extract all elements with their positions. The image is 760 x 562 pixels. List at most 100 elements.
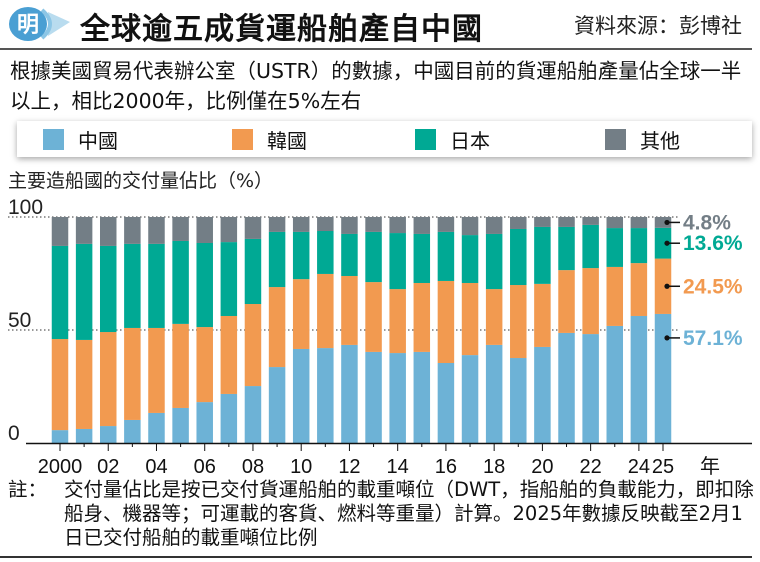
bar-2008-china bbox=[244, 386, 262, 443]
bar-2013-korea bbox=[365, 282, 382, 352]
bar-2003-china bbox=[124, 419, 141, 443]
bar-2000-others bbox=[51, 217, 69, 246]
bar-2023-japan bbox=[606, 228, 624, 267]
bar-2006-others bbox=[196, 217, 213, 243]
bar-2010-korea bbox=[292, 279, 310, 349]
bar-2004-china bbox=[148, 412, 165, 443]
header-divider bbox=[0, 48, 752, 50]
bar-2017-korea bbox=[461, 282, 479, 356]
bar-2015-others bbox=[413, 217, 431, 234]
bar-2005-japan bbox=[172, 240, 189, 324]
bar-2021-korea bbox=[558, 270, 575, 333]
bar-2006-japan bbox=[196, 242, 213, 328]
bar-2009-others bbox=[268, 217, 286, 232]
annotation-label-日本: 13.6% bbox=[683, 232, 743, 255]
x-tick-label-2004: 04 bbox=[145, 456, 167, 475]
bar-2000-china bbox=[51, 430, 69, 443]
footnote: 註： 交付量佔比是按已交付貨運船舶的載重噸位（DWT，指船舶的負載能力，即扣除船… bbox=[8, 478, 756, 550]
x-tick-label-2014: 14 bbox=[387, 456, 409, 475]
bar-2012-others bbox=[341, 217, 358, 234]
bar-2009-china bbox=[268, 367, 286, 443]
bar-2004-korea bbox=[148, 327, 165, 413]
bar-2007-china bbox=[220, 393, 238, 443]
bar-2023-china bbox=[606, 325, 624, 443]
bar-2022-korea bbox=[582, 268, 599, 335]
bar-2010-china bbox=[292, 348, 310, 443]
bar-2023-others bbox=[606, 217, 624, 229]
chart-legend: 中國 韓國 日本 其他 bbox=[17, 121, 752, 157]
bar-2004-others bbox=[148, 217, 165, 244]
x-tick-label-2006: 06 bbox=[194, 456, 216, 475]
x-tick-label-2012: 12 bbox=[338, 456, 360, 475]
bar-2012-japan bbox=[341, 233, 358, 276]
bar-2005-korea bbox=[172, 323, 189, 408]
bar-2012-china bbox=[341, 344, 358, 443]
bar-2003-others bbox=[124, 217, 141, 244]
bar-2007-others bbox=[220, 217, 238, 243]
bar-2002-japan bbox=[99, 245, 117, 333]
legend-item-japan: 日本 bbox=[415, 121, 490, 157]
x-tick-label-2020: 20 bbox=[531, 456, 553, 475]
legend-label-china: 中國 bbox=[78, 128, 118, 153]
stacked-bar-chart: 0 50 100 2000 02 04 06 08 10 12 14 16 18 20 22 24 25 年 4… bbox=[8, 196, 752, 475]
bars bbox=[51, 217, 672, 443]
bar-2020-korea bbox=[534, 283, 551, 347]
bar-2019-japan bbox=[510, 228, 527, 286]
bar-2019-korea bbox=[510, 285, 527, 359]
x-axis bbox=[26, 442, 752, 451]
bar-2025-china bbox=[654, 313, 672, 443]
x-tick-label-2018: 18 bbox=[483, 456, 505, 475]
bar-2023-korea bbox=[606, 266, 624, 326]
bar-2013-japan bbox=[365, 231, 382, 283]
bar-2010-others bbox=[292, 217, 310, 232]
footer-divider bbox=[0, 556, 752, 558]
bar-2017-japan bbox=[461, 235, 479, 283]
x-tick-label-2010: 10 bbox=[290, 456, 312, 475]
footnote-text: 交付量佔比是按已交付貨運船舶的載重噸位（DWT，指船舶的負載能力，即扣除船身、機… bbox=[64, 478, 754, 549]
bar-2011-japan bbox=[317, 231, 334, 274]
bar-2008-others bbox=[244, 217, 262, 239]
bar-2008-japan bbox=[244, 238, 262, 305]
bar-2003-japan bbox=[124, 243, 141, 328]
bar-2018-others bbox=[485, 217, 503, 234]
bar-2003-korea bbox=[124, 327, 141, 420]
bar-2022-japan bbox=[582, 224, 599, 269]
legend-swatch-china bbox=[43, 128, 64, 150]
bar-2024-korea bbox=[630, 263, 648, 316]
bar-2011-china bbox=[317, 348, 334, 443]
x-tick-label-2000: 2000 bbox=[38, 456, 83, 475]
x-axis-unit-label: 年 bbox=[700, 454, 720, 475]
bar-2014-korea bbox=[389, 289, 406, 354]
bar-2018-korea bbox=[485, 289, 503, 345]
bar-2007-japan bbox=[220, 242, 238, 316]
bar-2021-japan bbox=[558, 226, 575, 271]
bar-2010-japan bbox=[292, 231, 310, 280]
x-tick-label-2016: 16 bbox=[435, 456, 457, 475]
bar-2006-korea bbox=[196, 327, 213, 403]
bar-2008-korea bbox=[244, 304, 262, 387]
bar-2016-japan bbox=[437, 231, 455, 281]
bar-2022-china bbox=[582, 334, 599, 443]
bar-2004-japan bbox=[148, 243, 165, 328]
bar-2015-korea bbox=[413, 282, 431, 352]
bar-2019-others bbox=[510, 217, 527, 229]
bar-2000-japan bbox=[51, 245, 69, 340]
legend-label-others: 其他 bbox=[640, 128, 680, 153]
bar-2013-others bbox=[365, 217, 382, 232]
bar-2005-others bbox=[172, 217, 189, 241]
bar-2024-china bbox=[630, 315, 648, 443]
bar-2016-korea bbox=[437, 280, 455, 363]
x-tick-label-2024: 24 bbox=[628, 456, 650, 475]
y-tick-label-0: 0 bbox=[8, 422, 20, 445]
x-tick-labels: 2000 02 04 06 08 10 12 14 16 18 20 22 24 25 年 bbox=[38, 454, 720, 475]
bar-2018-china bbox=[485, 344, 503, 443]
bar-2005-china bbox=[172, 407, 189, 443]
annotation-label-其他: 4.8% bbox=[683, 211, 731, 234]
bar-2001-japan bbox=[75, 243, 93, 340]
bar-2014-others bbox=[389, 217, 406, 234]
bar-2025-japan bbox=[654, 227, 672, 259]
bar-2019-china bbox=[510, 358, 527, 443]
bar-2001-china bbox=[75, 428, 93, 443]
bar-2021-others bbox=[558, 217, 575, 227]
bar-2009-korea bbox=[268, 287, 286, 368]
